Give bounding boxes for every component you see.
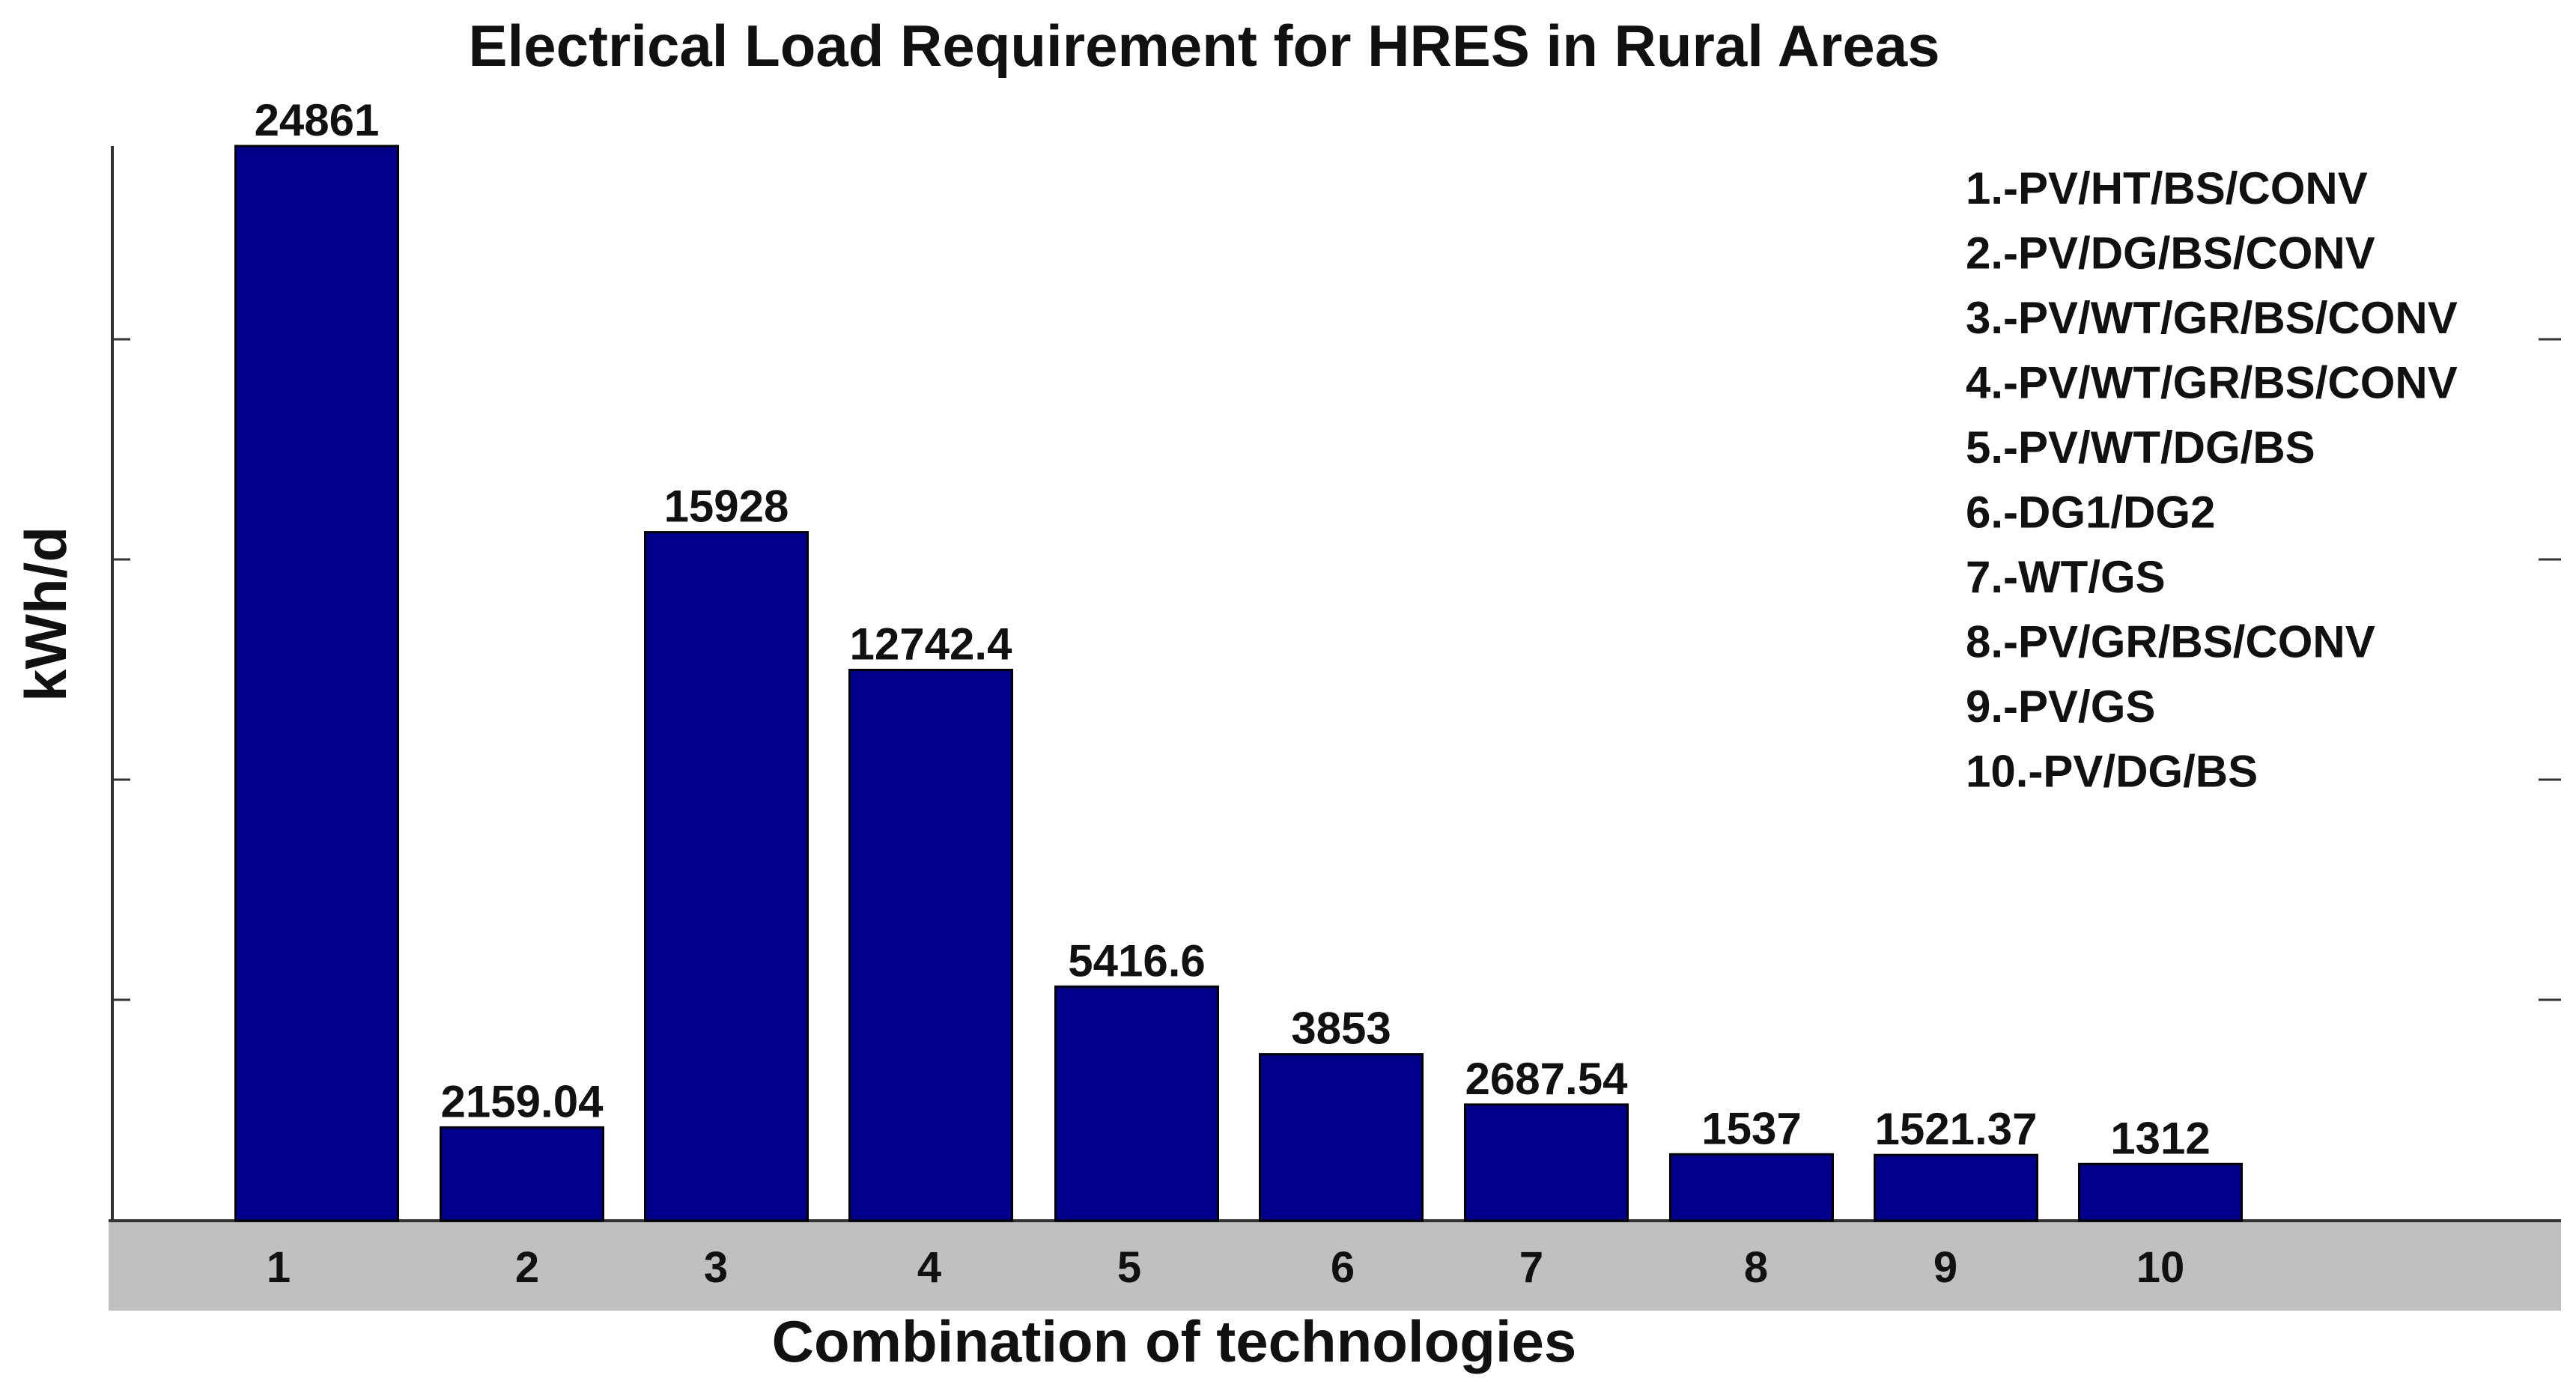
legend-item-10: 10.-PV/DG/BS (1966, 747, 2258, 797)
legend-item-4: 4.-PV/WT/GR/BS/CONV (1966, 358, 2458, 408)
bar-7 (1464, 1103, 1629, 1222)
x-tick-label-2: 2 (515, 1243, 539, 1292)
bar-5 (1054, 985, 1219, 1222)
x-tick-band (109, 1222, 2561, 1311)
bar-value-label-10: 1312 (2110, 1113, 2210, 1163)
legend-item-3: 3.-PV/WT/GR/BS/CONV (1966, 293, 2458, 343)
bar-value-label-2: 2159.04 (441, 1076, 604, 1126)
bar-value-label-7: 2687.54 (1465, 1054, 1629, 1104)
x-tick-label-3: 3 (704, 1243, 728, 1292)
x-tick-label-8: 8 (1744, 1243, 1768, 1292)
bar-1 (234, 145, 399, 1222)
x-tick-label-10: 10 (2136, 1243, 2185, 1292)
bar-value-label-4: 12742.4 (850, 619, 1013, 669)
bar-9 (1874, 1153, 2038, 1222)
x-tick-label-5: 5 (1117, 1243, 1141, 1292)
legend-item-8: 8.-PV/GR/BS/CONV (1966, 617, 2375, 667)
x-tick-labels: 1 2 3 4 5 6 7 8 9 10 (267, 1243, 2184, 1292)
bar-4 (848, 668, 1013, 1222)
x-tick-label-4: 4 (917, 1243, 941, 1292)
bar-2 (440, 1126, 604, 1222)
bar-value-label-6: 3853 (1291, 1004, 1391, 1054)
x-tick-label-1: 1 (267, 1243, 291, 1292)
bar-3 (644, 531, 809, 1222)
legend-item-2: 2.-PV/DG/BS/CONV (1966, 228, 2375, 279)
bar-value-label-5: 5416.6 (1068, 935, 1206, 986)
legend: 1.-PV/HT/BS/CONV 2.-PV/DG/BS/CONV 3.-PV/WT… (1966, 163, 2458, 797)
bar-6 (1259, 1053, 1424, 1222)
x-tick-label-7: 7 (1519, 1243, 1543, 1292)
legend-item-6: 6.-DG1/DG2 (1966, 488, 2215, 538)
y-axis-title: kWh/d (13, 526, 79, 702)
legend-item-1: 1.-PV/HT/BS/CONV (1966, 163, 2368, 213)
bar-value-label-1: 24861 (255, 95, 380, 145)
bar-value-label-8: 1537 (1701, 1103, 1801, 1153)
x-axis-title: Combination of technologies (772, 1308, 1577, 1374)
legend-item-7: 7.-WT/GS (1966, 552, 2166, 602)
bar-value-label-9: 1521.37 (1875, 1104, 2038, 1154)
bar-8 (1669, 1153, 1834, 1222)
legend-item-9: 9.-PV/GS (1966, 682, 2155, 732)
chart-title: Electrical Load Requirement for HRES in … (469, 13, 1940, 79)
legend-item-5: 5.-PV/WT/DG/BS (1966, 422, 2315, 473)
right-tick-marks (2539, 338, 2561, 1001)
x-tick-label-9: 9 (1933, 1243, 1957, 1292)
x-tick-label-6: 6 (1331, 1243, 1355, 1292)
bar-value-labels: 24861 2159.04 15928 12742.4 5416.6 3853 2687.5… (255, 95, 2211, 1163)
bar-10 (2078, 1162, 2243, 1222)
y-axis (111, 146, 130, 1221)
bars-group (234, 145, 2243, 1222)
bar-value-label-3: 15928 (664, 482, 789, 532)
